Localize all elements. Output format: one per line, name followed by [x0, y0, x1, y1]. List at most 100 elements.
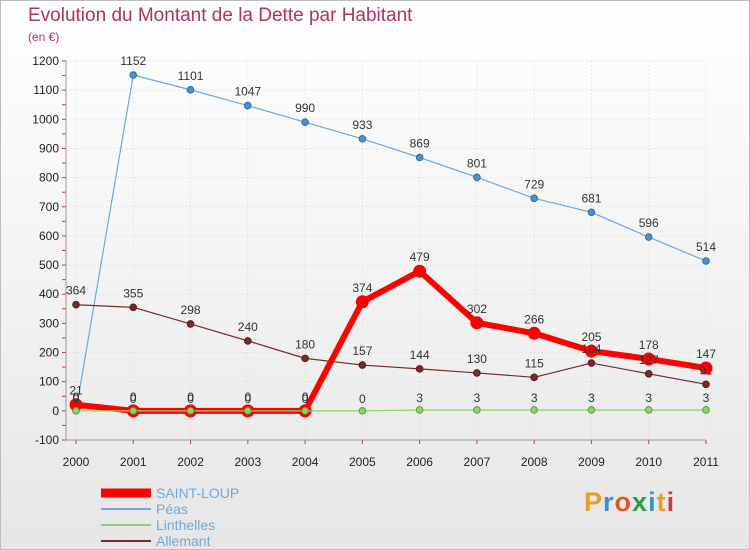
data-label-saint-loup: 178: [639, 338, 659, 352]
point-p-as: [358, 135, 367, 143]
data-label-saint-loup: 205: [581, 330, 601, 344]
point-p-as: [530, 194, 538, 203]
chart-unit-label: (en €): [28, 30, 60, 44]
legend-label-saint-loup: SAINT-LOUP: [156, 485, 240, 501]
y-tick-label: 400: [39, 287, 59, 301]
grid-lines: [66, 60, 707, 441]
series-line-linthelles: [76, 409, 706, 412]
point-linthelles: [530, 406, 538, 414]
data-label-allemant: 157: [352, 344, 372, 358]
point-linthelles: [587, 406, 596, 414]
point-linthelles: [415, 406, 424, 414]
legend-label-allemant: Allemant: [156, 533, 211, 549]
x-tick-label: 2003: [234, 455, 261, 469]
logo-letter: o: [614, 487, 633, 517]
point-allemant: [186, 320, 195, 328]
logo-letter: x: [632, 487, 649, 517]
data-label-saint-loup: 0: [187, 390, 194, 404]
y-tick-label: 200: [39, 346, 59, 360]
data-label-allemant: 364: [66, 284, 86, 298]
point-linthelles: [702, 406, 710, 414]
y-tick-label: 1200: [32, 54, 59, 68]
point-p-as: [301, 118, 309, 127]
logo-letter: i: [666, 487, 676, 517]
data-label-p-as: 514: [696, 240, 716, 254]
data-label-linthelles: 3: [416, 391, 423, 405]
point-allemant: [358, 361, 367, 369]
y-tick-label: 100: [39, 375, 59, 389]
data-label-allemant: 127: [639, 353, 659, 367]
y-tick-label: 300: [39, 316, 59, 330]
y-tick-label: 1000: [32, 112, 59, 126]
x-tick-label: 2011: [693, 455, 719, 469]
data-label-saint-loup: 302: [467, 302, 487, 316]
point-allemant: [473, 369, 481, 377]
data-label-allemant: 240: [238, 320, 258, 334]
x-tick-label: 2002: [177, 455, 204, 469]
data-label-linthelles: 0: [187, 392, 194, 406]
point-p-as: [473, 173, 481, 182]
data-label-saint-loup: 0: [244, 390, 251, 404]
point-allemant: [587, 359, 596, 367]
y-tick-label: 1100: [33, 83, 59, 97]
data-label-allemant: 115: [525, 356, 544, 370]
point-allemant: [244, 337, 252, 345]
data-label-saint-loup: 374: [352, 281, 372, 295]
x-tick-label: 2004: [292, 455, 319, 469]
point-allemant: [702, 380, 710, 389]
legend-label-linthelles: Linthelles: [156, 517, 216, 533]
point-saint-loup: [355, 295, 369, 309]
y-tick-label: 600: [39, 229, 59, 243]
data-labels: 0 1152 1101 1047 990 933 869 801 729 681 596 514 364…: [66, 54, 716, 406]
x-tick-label: 2006: [406, 455, 433, 469]
data-label-linthelles: 3: [474, 391, 481, 405]
data-label-p-as: 933: [352, 118, 372, 132]
point-allemant: [530, 373, 538, 382]
logo-letter: i: [648, 487, 657, 517]
data-label-allemant: 144: [410, 348, 430, 362]
point-saint-loup: [642, 352, 656, 366]
series-line-p-as: [75, 74, 707, 411]
data-label-linthelles: 3: [531, 391, 538, 405]
x-tick-label: 2009: [578, 455, 605, 469]
point-saint-loup: [470, 316, 484, 330]
data-label-allemant: 180: [295, 337, 315, 351]
point-linthelles: [186, 407, 195, 415]
y-tick-label: -100: [35, 433, 59, 447]
data-label-linthelles: 0: [359, 392, 366, 406]
legend-swatch-saint-loup: [101, 488, 151, 498]
point-p-as: [644, 233, 653, 241]
y-tick-label: 900: [39, 141, 59, 155]
point-p-as: [244, 101, 252, 110]
x-tick-label: 2000: [63, 455, 90, 469]
data-label-p-as: 596: [639, 216, 659, 230]
legend-label-peas: Péas: [156, 501, 188, 517]
data-label-p-as: 869: [410, 136, 430, 150]
point-linthelles: [301, 407, 309, 415]
data-label-p-as: 0: [73, 390, 80, 404]
data-label-linthelles: 0: [244, 392, 251, 406]
point-linthelles: [244, 407, 252, 415]
x-tick-label: 2008: [521, 455, 548, 469]
data-label-saint-loup: 0: [130, 390, 137, 404]
x-tick-label: 2010: [635, 455, 662, 469]
data-label-linthelles: 0: [73, 392, 80, 406]
point-allemant: [644, 370, 653, 378]
point-saint-loup: [413, 264, 427, 278]
data-label-allemant: 355: [123, 286, 143, 300]
data-label-allemant: 298: [181, 303, 201, 317]
data-label-allemant: 164: [581, 342, 601, 356]
point-allemant: [72, 300, 80, 309]
logo-letter: P: [584, 487, 604, 517]
data-label-linthelles: 3: [703, 391, 710, 405]
point-saint-loup: [527, 326, 541, 340]
data-label-p-as: 990: [295, 101, 315, 115]
legend-swatch-peas: [101, 508, 151, 510]
y-tick-label: 700: [39, 200, 59, 214]
logo-letter: t: [656, 487, 667, 517]
point-linthelles: [644, 406, 653, 414]
data-label-linthelles: 0: [130, 392, 137, 406]
point-p-as: [702, 257, 710, 265]
